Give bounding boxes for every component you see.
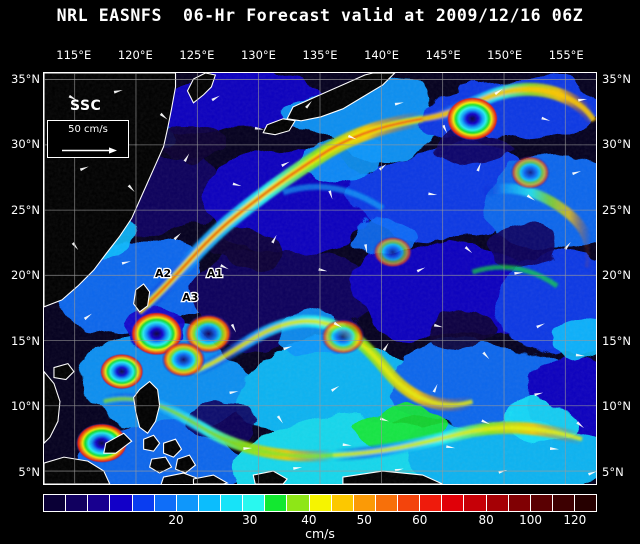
- lat-tick-label: 25°N: [602, 202, 631, 217]
- lon-tick-label: 135°E: [302, 48, 338, 62]
- map-svg: [44, 73, 596, 484]
- lat-tick-label: 30°N: [602, 137, 631, 152]
- lat-tick-label: 15°N: [11, 333, 40, 348]
- colorbar-segment: [552, 495, 575, 511]
- lat-tick-label: 20°N: [11, 268, 40, 283]
- lon-tick-label: 125°E: [179, 48, 215, 62]
- lat-tick-label: 15°N: [602, 333, 631, 348]
- colorbar-segment: [508, 495, 531, 511]
- colorbar: [43, 494, 597, 512]
- colorbar-segment: [132, 495, 155, 511]
- colorbar-segment: [575, 495, 597, 511]
- ssc-field-label: SSC: [70, 98, 102, 114]
- colorbar-segment: [309, 495, 332, 511]
- colorbar-segment: [243, 495, 266, 511]
- colorbar-tick-label: 80: [478, 513, 494, 527]
- colorbar-segment: [44, 495, 67, 511]
- longitude-axis: 115°E 120°E 125°E 130°E 135°E 140°E 145°E 150°E…: [43, 48, 597, 64]
- colorbar-segment: [486, 495, 509, 511]
- vector-scale-legend: 50 cm/s: [47, 120, 129, 158]
- eddy-label-a1: A1: [205, 266, 224, 282]
- graticule: [44, 73, 596, 484]
- colorbar-segment: [265, 495, 288, 511]
- colorbar-tick-label: 60: [412, 513, 428, 527]
- latitude-axis-right: 35°N 30°N 25°N 20°N 15°N 10°N 5°N: [600, 72, 640, 485]
- colorbar-segment: [198, 495, 221, 511]
- lat-tick-label: 5°N: [18, 464, 40, 479]
- colorbar-segment: [221, 495, 244, 511]
- lat-tick-label: 10°N: [602, 399, 631, 414]
- colorbar-tick-label: 20: [168, 513, 184, 527]
- latitude-axis-left: 35°N 30°N 25°N 20°N 15°N 10°N 5°N: [2, 72, 42, 485]
- lat-tick-label: 25°N: [11, 202, 40, 217]
- colorbar-tick-label: 100: [519, 513, 542, 527]
- page-title: NRL EASNFS 06-Hr Forecast valid at 2009/…: [56, 6, 584, 25]
- lon-tick-label: 140°E: [364, 48, 400, 62]
- lon-tick-label: 150°E: [487, 48, 523, 62]
- colorbar-segment: [375, 495, 398, 511]
- eddy-label-a3: A3: [181, 290, 200, 306]
- lon-tick-label: 120°E: [117, 48, 153, 62]
- vector-scale-label: 50 cm/s: [68, 124, 108, 135]
- colorbar-segment: [110, 495, 133, 511]
- colorbar-segment: [154, 495, 177, 511]
- colorbar-segment: [442, 495, 465, 511]
- colorbar-segment: [464, 495, 487, 511]
- colorbar-segment: [287, 495, 310, 511]
- colorbar-tick-label: 40: [301, 513, 317, 527]
- colorbar-tick-label: 50: [356, 513, 372, 527]
- lat-tick-label: 30°N: [11, 137, 40, 152]
- colorbar-ticks: 20 30 40 50 60 80 100 120: [43, 513, 597, 528]
- colorbar-unit-label: cm/s: [305, 526, 335, 541]
- lon-tick-label: 145°E: [425, 48, 461, 62]
- lon-tick-label: 115°E: [56, 48, 92, 62]
- eddy-label-a2: A2: [154, 266, 173, 282]
- lat-tick-label: 10°N: [11, 399, 40, 414]
- vector-scale-arrow-icon: [62, 147, 117, 154]
- lat-tick-label: 5°N: [602, 464, 624, 479]
- colorbar-tick-label: 30: [242, 513, 258, 527]
- colorbar-segment: [353, 495, 376, 511]
- colorbar-segment: [66, 495, 89, 511]
- colorbar-segment: [88, 495, 111, 511]
- current-speed-field: [44, 73, 596, 484]
- colorbar-tick-label: 120: [563, 513, 587, 527]
- colorbar-segment: [420, 495, 443, 511]
- colorbar-segment: [398, 495, 421, 511]
- map-plot-area: [43, 72, 597, 485]
- lat-tick-label: 20°N: [602, 268, 631, 283]
- lon-tick-label: 155°E: [548, 48, 584, 62]
- colorbar-segment: [331, 495, 354, 511]
- lon-tick-label: 130°E: [240, 48, 276, 62]
- lat-tick-label: 35°N: [602, 71, 631, 86]
- colorbar-segment: [530, 495, 553, 511]
- lat-tick-label: 35°N: [11, 71, 40, 86]
- colorbar-segment: [176, 495, 199, 511]
